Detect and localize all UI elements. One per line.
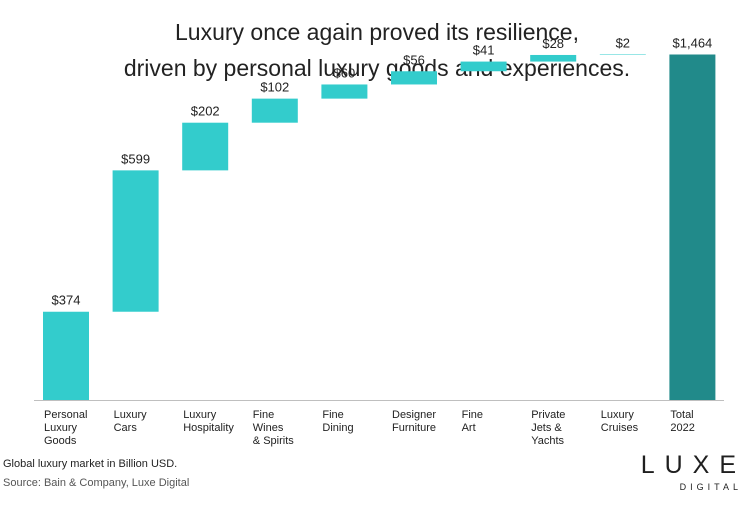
category-label-8: Private Jets & Yachts (531, 409, 565, 447)
unit-note: Global luxury market in Billion USD. (3, 458, 178, 470)
category-label-1: Personal Luxury Goods (44, 409, 87, 447)
category-label-line: Designer (392, 409, 436, 421)
category-label-line: Total (670, 409, 693, 421)
category-label-line: Fine (322, 409, 343, 421)
bar-6 (391, 71, 437, 85)
category-label-line: & Spirits (253, 435, 294, 447)
category-label-line: Luxury (601, 409, 635, 421)
category-label-line: Fine (462, 409, 483, 421)
category-label-7: Fine Art (462, 409, 483, 434)
category-label-9: Luxury Cruises (601, 409, 639, 434)
category-label-5: Fine Dining (322, 409, 353, 434)
value-label-5: $60 (334, 65, 356, 80)
category-label-6: Designer Furniture (392, 409, 436, 434)
value-label-3: $202 (191, 104, 220, 119)
category-label-line: Personal (44, 409, 87, 421)
chart-title-line-1: Luxury once again proved its resilience, (174, 19, 579, 45)
value-label-7: $41 (473, 43, 495, 58)
category-label-10: Total 2022 (670, 409, 694, 434)
value-label-1: $374 (52, 293, 81, 308)
category-label-line: Luxury (114, 409, 148, 421)
category-label-line: Cars (114, 422, 138, 434)
category-label-line: Dining (322, 422, 353, 434)
category-label-line: Fine (253, 409, 274, 421)
bar-4 (251, 98, 298, 123)
category-label-2: Luxury Cars (114, 409, 148, 434)
luxe-logo-word: LUXE (640, 451, 746, 479)
source-note: Source: Bain & Company, Luxe Digital (3, 477, 190, 489)
category-label-line: Private (531, 409, 565, 421)
category-label-line: Furniture (392, 422, 436, 434)
bar-3 (182, 122, 229, 171)
category-label-line: 2022 (670, 422, 694, 434)
value-label-10: $1,464 (673, 35, 713, 50)
category-label-line: Cruises (601, 422, 639, 434)
category-label-line: Art (462, 422, 476, 434)
category-label-line: Hospitality (183, 422, 234, 434)
category-label-line: Luxury (44, 422, 78, 434)
bar-9 (599, 54, 646, 55)
value-label-6: $56 (403, 52, 425, 67)
value-label-9: $2 (616, 35, 630, 50)
category-label-line: Goods (44, 435, 77, 447)
category-label-line: Luxury (183, 409, 217, 421)
bar-1 (43, 311, 89, 400)
category-label-line: Jets & (531, 422, 562, 434)
value-label-4: $102 (260, 80, 289, 95)
bar-5 (321, 84, 368, 99)
value-label-2: $599 (121, 151, 150, 166)
value-label-8: $28 (542, 36, 564, 51)
bar-7 (460, 61, 507, 72)
luxe-logo-subtitle: DIGITAL (679, 482, 742, 492)
category-label-line: Wines (253, 422, 284, 434)
category-label-4: Fine Wines & Spirits (253, 409, 294, 447)
category-label-3: Luxury Hospitality (183, 409, 234, 434)
bar-8 (530, 54, 577, 62)
bar-2 (112, 170, 159, 312)
category-label-line: Yachts (531, 435, 564, 447)
bar-10 (669, 54, 716, 400)
